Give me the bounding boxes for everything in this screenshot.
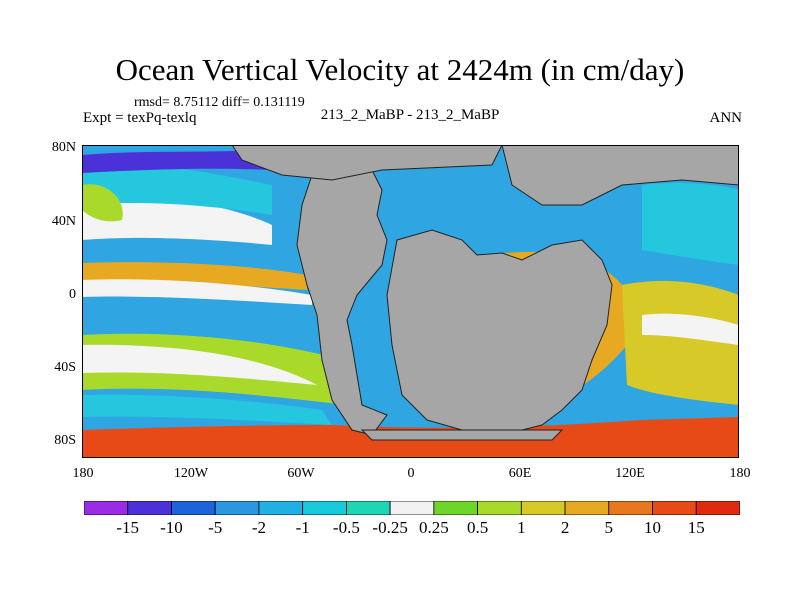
colorbar-swatch xyxy=(302,501,347,515)
colorbar-swatch xyxy=(389,501,435,515)
field-cyan-north xyxy=(82,164,272,215)
land-afro-eurasia xyxy=(386,229,613,436)
map-border xyxy=(82,145,739,458)
colorbar-label: 1 xyxy=(517,518,526,537)
rmsd-diff-stats: rmsd= 8.75112 diff= 0.131119 xyxy=(134,95,305,110)
field-white-south xyxy=(82,344,317,385)
colorbar-swatch xyxy=(171,501,216,515)
colorbar-swatch xyxy=(520,501,566,515)
colorbar-label: -1 xyxy=(295,518,310,537)
lon-label: 120E xyxy=(615,466,645,481)
colorbar-label: -15 xyxy=(116,518,140,537)
colorbar-label: 15 xyxy=(687,518,705,537)
field-orange-eq xyxy=(82,262,307,290)
field-cyan-south xyxy=(82,394,332,425)
season-label: ANN xyxy=(709,110,743,126)
colorbar-label: -5 xyxy=(208,518,223,537)
lat-label: 80N xyxy=(51,140,76,155)
lat-label: 40N xyxy=(51,214,76,229)
field-purple-arctic xyxy=(82,150,272,173)
colorbar-label: 10 xyxy=(644,518,662,537)
colorbar-label: 5 xyxy=(604,518,614,537)
field-white-north xyxy=(82,194,272,245)
colorbar-swatch xyxy=(84,501,129,515)
colorbar-swatch xyxy=(695,501,740,515)
lat-label: 0 xyxy=(69,287,76,302)
colorbar-swatch xyxy=(127,501,172,515)
experiment-label: Expt = texPq-texlq xyxy=(83,110,197,126)
lon-label: 180 xyxy=(72,466,94,481)
land-north-america-top xyxy=(231,145,503,181)
colorbar-swatch xyxy=(477,501,522,515)
colorbar-swatch xyxy=(433,501,479,515)
field-yellow-indian xyxy=(622,280,739,405)
lon-label: 60W xyxy=(287,466,315,481)
field-cyan-npac xyxy=(642,182,739,265)
colorbar-swatch xyxy=(564,501,610,515)
velocity-map xyxy=(82,145,739,458)
colorbar-label: 0.5 xyxy=(466,518,489,537)
field-green-nwpac xyxy=(82,184,123,222)
colorbar-swatch xyxy=(652,501,697,515)
lat-label: 40S xyxy=(54,360,76,375)
land-americas xyxy=(296,164,388,436)
land-antarctic-strip xyxy=(360,429,564,441)
colorbar-label: -0.5 xyxy=(332,518,360,537)
lat-label: 80S xyxy=(54,433,76,448)
colorbar-label: -2 xyxy=(251,518,267,537)
field-white-eq xyxy=(82,279,312,305)
colorbar-swatch xyxy=(214,501,260,515)
colorbar-label: 0.25 xyxy=(418,518,449,537)
lon-label: 60E xyxy=(508,466,532,481)
lon-label: 120W xyxy=(173,466,209,481)
land-asia-top xyxy=(501,145,739,206)
field-white-indian xyxy=(642,313,739,345)
colorbar-label: 2 xyxy=(560,518,570,537)
lon-label: 0 xyxy=(407,466,415,481)
comparison-label: 213_2_MaBP - 213_2_MaBP xyxy=(320,107,500,123)
plot-title: Ocean Vertical Velocity at 2424m (in cm/… xyxy=(115,52,685,87)
colorbar-swatch xyxy=(608,501,653,515)
colorbar-swatch xyxy=(345,501,391,515)
colorbar-swatch xyxy=(258,501,304,515)
colorbar-label: -0.25 xyxy=(372,518,408,537)
colorbar-label: -10 xyxy=(160,518,183,537)
colorbar xyxy=(84,501,740,515)
lon-label: 180 xyxy=(729,466,751,481)
